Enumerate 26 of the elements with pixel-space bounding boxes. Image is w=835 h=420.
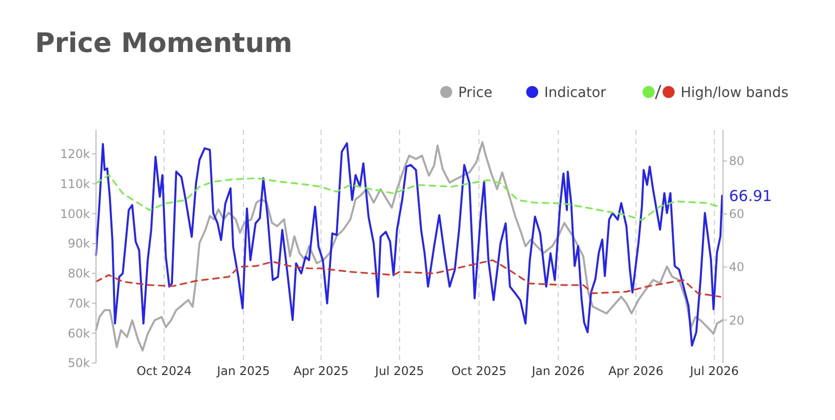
y-tick-label: 80k — [68, 266, 90, 281]
x-tick-label: Apr 2025 — [294, 364, 349, 378]
x-tick-label: Oct 2024 — [136, 364, 192, 378]
x-tick-label: Jul 2025 — [374, 364, 424, 378]
legend-label: High/low bands — [680, 85, 788, 101]
chart-title: Price Momentum — [35, 28, 292, 59]
y-tick-label: 120k — [60, 147, 90, 162]
data-label: 66.91 — [729, 186, 772, 205]
y-tick-label: 110k — [60, 176, 90, 191]
y-tick-label: 60k — [68, 326, 90, 340]
y2-tick-label: 80 — [729, 154, 744, 168]
y-tick-label: 70k — [68, 296, 90, 310]
x-tick-label: Jul 2026 — [688, 364, 739, 378]
y-tick-label: 50k — [68, 356, 90, 370]
y-tick-label: 90k — [68, 236, 90, 251]
y-tick-label: 100k — [60, 206, 90, 221]
x-tick-label: Oct 2025 — [451, 364, 506, 378]
legend-label: Indicator — [544, 85, 606, 101]
line-series — [95, 259, 722, 298]
legend-label: Price — [458, 85, 492, 101]
y2-tick-label: 60 — [729, 207, 744, 222]
y2-tick-label: 40 — [729, 260, 744, 274]
x-tick-label: Jan 2025 — [216, 364, 270, 378]
y2-tick-label: 20 — [729, 313, 744, 328]
x-tick-label: Apr 2026 — [608, 364, 664, 378]
x-tick-label: Jan 2026 — [530, 364, 585, 378]
